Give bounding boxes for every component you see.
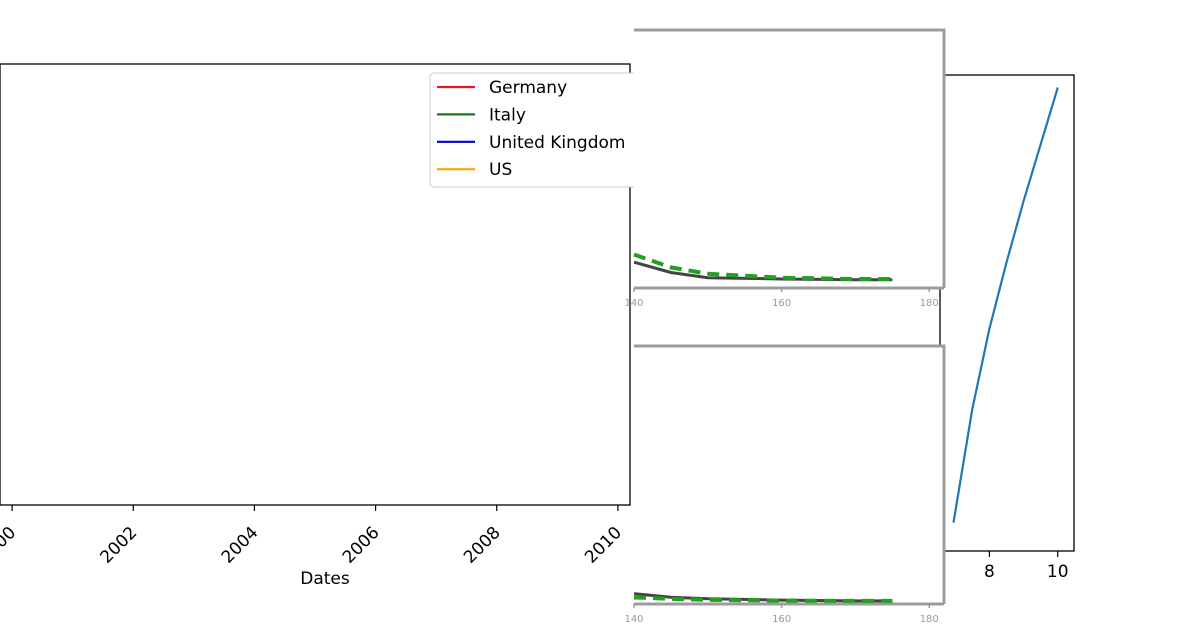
panel-bottom-frame bbox=[634, 344, 946, 604]
panel-x-tick-label: 180 bbox=[920, 298, 939, 309]
dates-x-tick-label: 2000 bbox=[0, 523, 20, 568]
dates-x-axis-label: Dates bbox=[300, 569, 350, 589]
panel-top-frame bbox=[634, 28, 946, 288]
panel-x-tick-label: 180 bbox=[920, 614, 939, 625]
dates-x-tick-label: 2008 bbox=[460, 523, 505, 568]
legend-entry: Germany bbox=[489, 78, 567, 98]
dates-x-tick-label: 2010 bbox=[581, 523, 626, 568]
dates-chart-legend: Germany Italy United Kingdom US bbox=[429, 72, 641, 188]
dates-chart: 2000 2002 2004 2006 2008 2010 Dates Germany It… bbox=[0, 63, 641, 589]
curve-x-tick-label: 8 bbox=[984, 562, 995, 582]
dates-x-tick-label: 2006 bbox=[339, 523, 384, 568]
panel-x-tick-label: 160 bbox=[772, 614, 791, 625]
curve-chart: 8 10 bbox=[939, 74, 1075, 582]
legend-entry: United Kingdom bbox=[489, 133, 625, 153]
panel-top: 140 160 180 bbox=[624, 28, 946, 309]
panel-x-tick-label: 140 bbox=[624, 614, 643, 625]
dates-x-tick-label: 2002 bbox=[97, 523, 142, 568]
panel-bottom: 140 160 180 bbox=[624, 344, 946, 625]
panel-bottom-background bbox=[634, 346, 944, 604]
legend-entry: Italy bbox=[489, 105, 526, 125]
panel-dashed-series-line bbox=[633, 595, 893, 603]
panel-top-background bbox=[634, 30, 944, 288]
curve-series-line bbox=[952, 87, 1059, 523]
panel-x-tick-label: 160 bbox=[772, 298, 791, 309]
legend-entry: US bbox=[489, 160, 512, 180]
curve-x-tick-label: 10 bbox=[1047, 562, 1069, 582]
panel-dashed-series-line bbox=[633, 252, 893, 281]
panel-x-tick-label: 140 bbox=[624, 298, 643, 309]
dates-x-tick-label: 2004 bbox=[218, 523, 263, 568]
